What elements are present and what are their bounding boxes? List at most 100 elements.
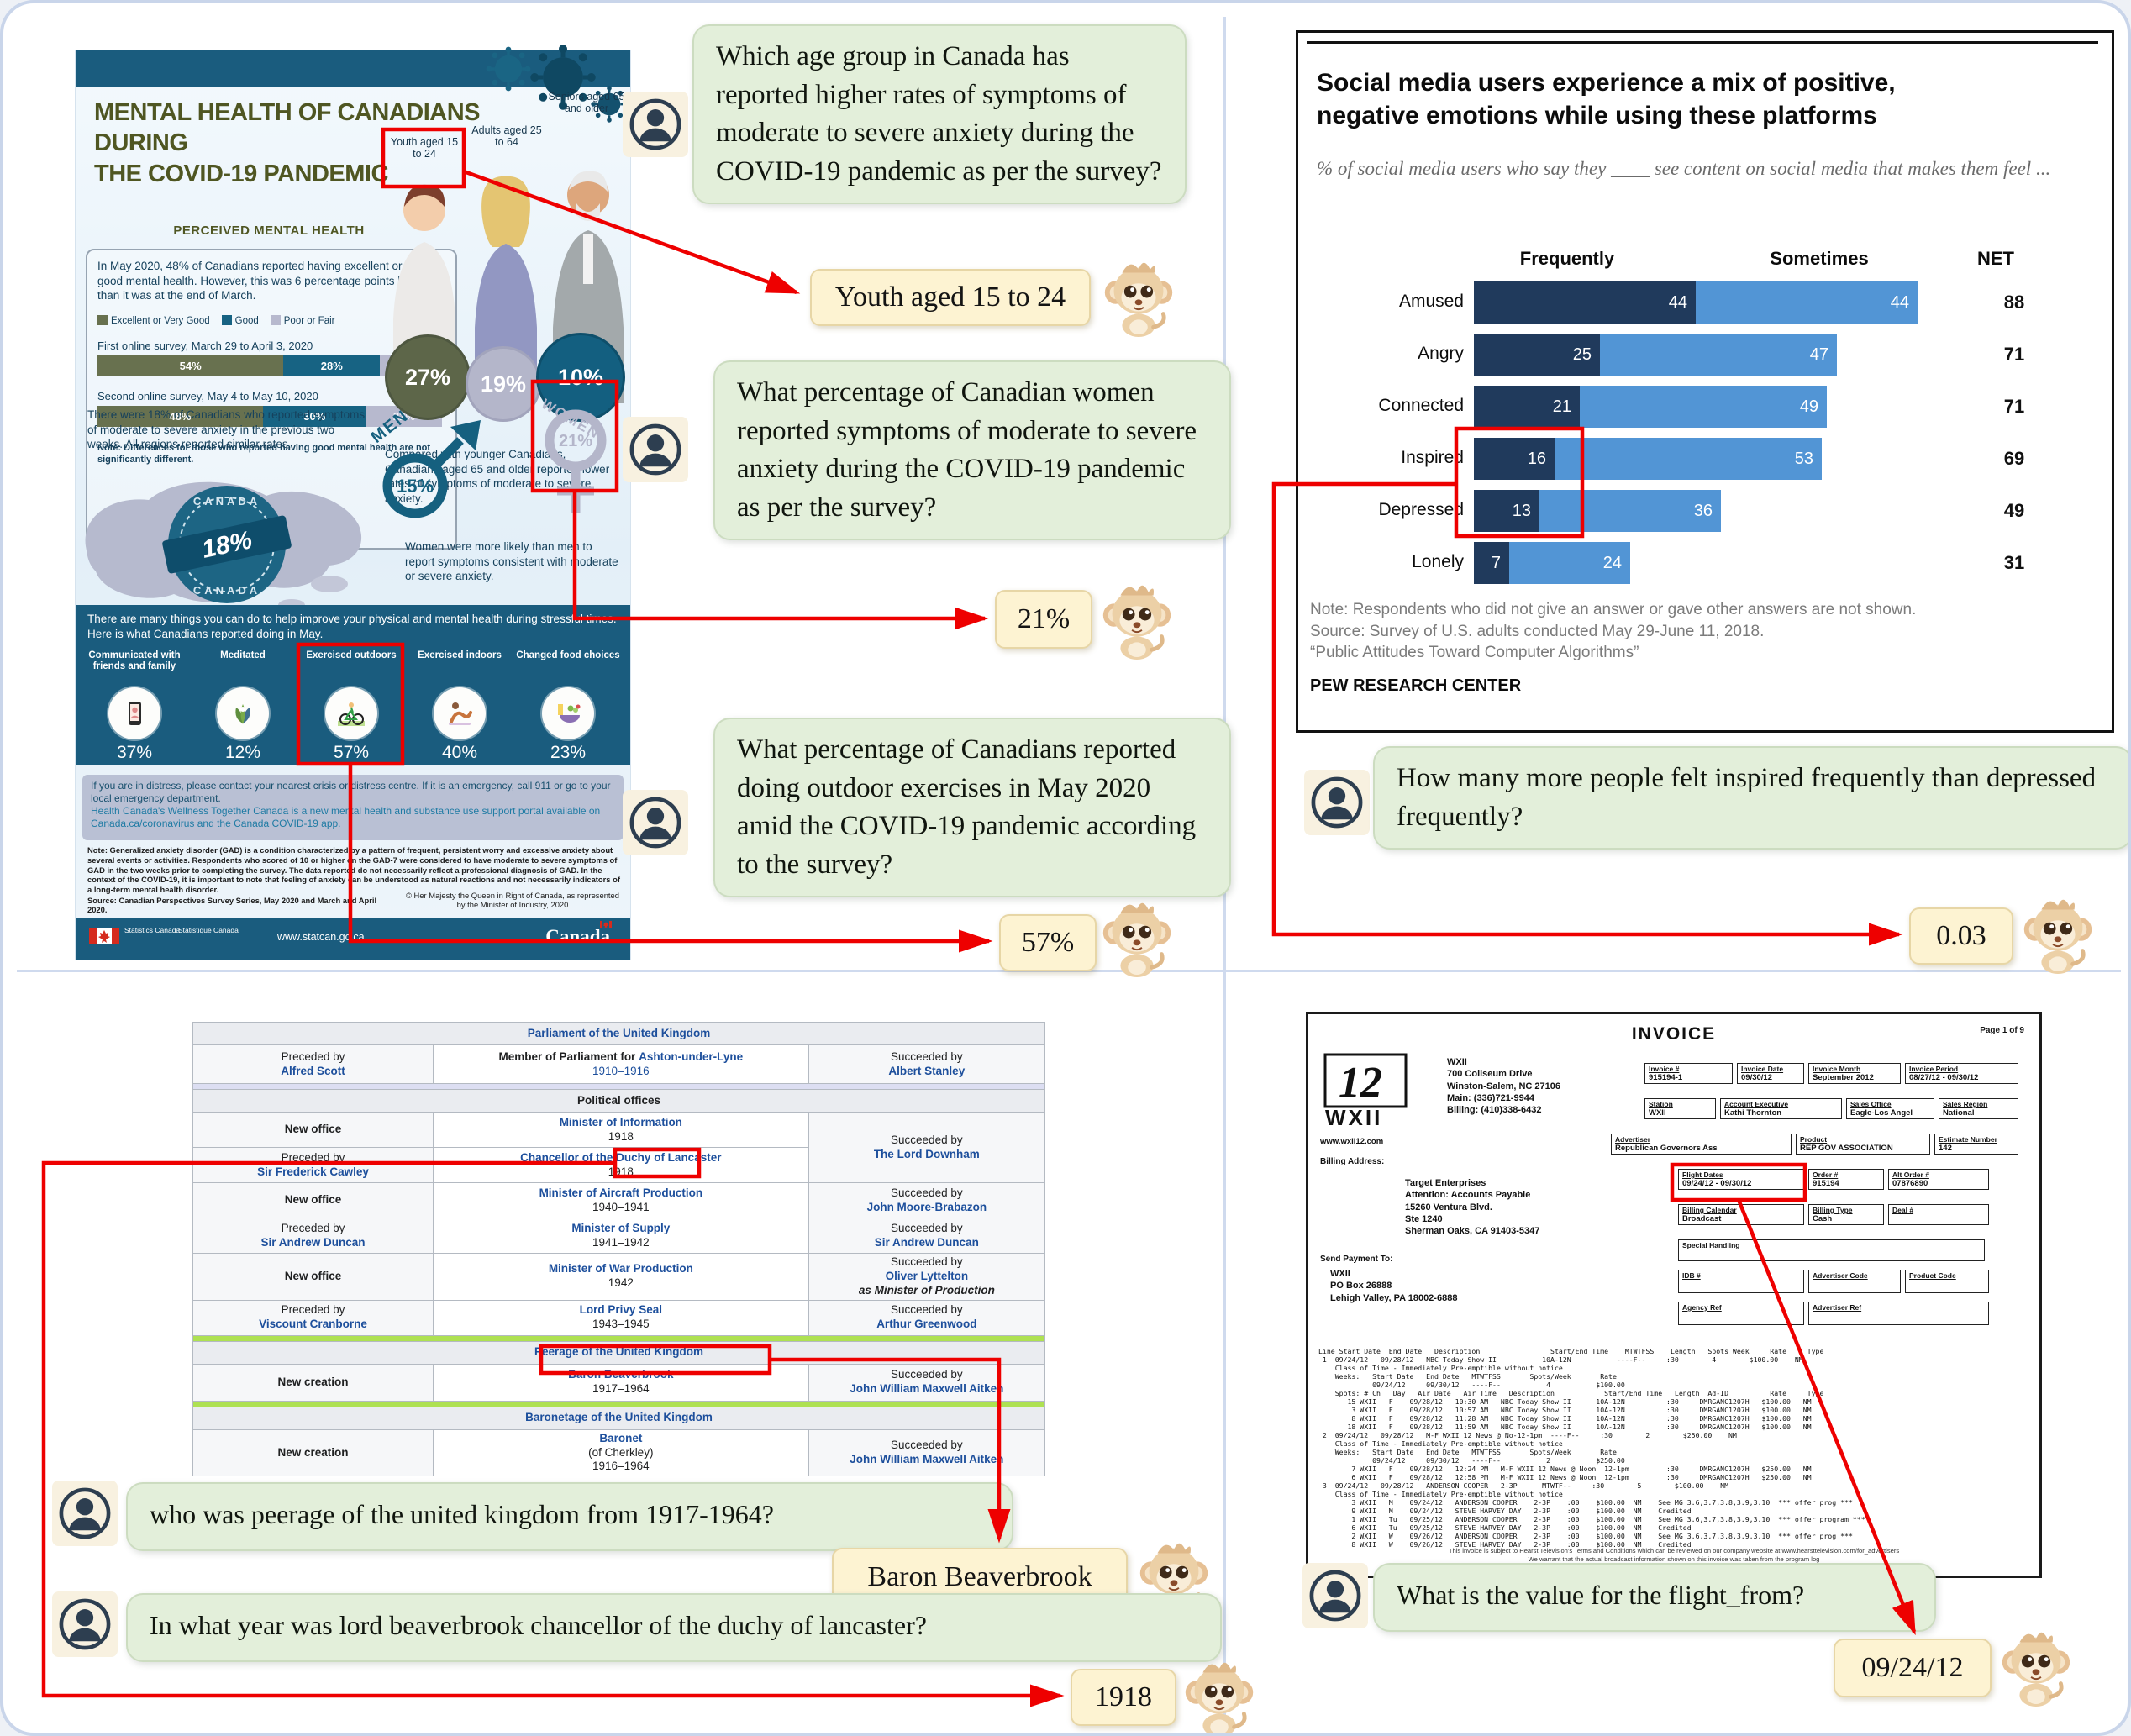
user-avatar [1302,1563,1368,1628]
billing-address-block: Target Enterprises Attention: Accounts P… [1405,1178,1540,1237]
link-arthur-greenwood[interactable]: Arthur Greenwood [876,1318,977,1331]
bar-sometimes: 53 [1555,438,1822,480]
green-separator [192,1400,1045,1407]
user-avatar [623,92,688,157]
copyright-note: © Her Majesty the Queen in Right of Cana… [406,891,619,909]
link-lord-privy-seal[interactable]: Lord Privy Seal [579,1303,662,1317]
answer-box: 1918 [1071,1669,1176,1726]
green-separator [192,1334,1045,1342]
stacked-bar: 25 47 [1474,334,1837,376]
legend-net: NET [1977,248,2014,269]
women-note-paragraph: Women were more likely than men to repor… [405,540,618,583]
wxii-invoice-document: INVOICE Page 1 of 9 12 WXII WXII 700 Col… [1306,1012,2042,1578]
answer-box: Youth aged 15 to 24 [810,269,1091,326]
link-albert-stanley[interactable]: Albert Stanley [888,1064,966,1077]
category-label: Amused [1398,292,1464,311]
legend-excellent: Excellent or Very Good [97,314,210,326]
bar-sometimes: 49 [1580,386,1827,428]
invoice-line: Weeks: Start Date End Date MTWTFSS Spots… [1318,1372,1617,1381]
link-sir-andrew-duncan[interactable]: Sir Andrew Duncan [874,1235,979,1249]
bicycle-icon [325,687,377,739]
source-line: Source: Survey of U.S. adults conducted … [1310,622,1765,640]
card-top-rule [1307,41,2098,44]
link-minister-aircraft-production[interactable]: Minister of Aircraft Production [539,1186,703,1199]
invoice-line: 7 WXII F 09/28/12 12:24 PM M-F WXII 12 N… [1318,1465,1812,1473]
pew-bar-row: Amused 44 44 88 [1317,281,2090,324]
women-symbol: WOMEN 21% [539,396,607,513]
link-mp-years[interactable]: 1910–1916 [592,1064,650,1077]
link-sir-andrew-duncan[interactable]: Sir Andrew Duncan [260,1235,366,1249]
bar-frequently: 21 [1474,386,1580,428]
link-minister-war-production[interactable]: Minister of War Production [548,1262,693,1276]
link-sir-frederick-cawley[interactable]: Sir Frederick Cawley [257,1165,369,1178]
header-baronetage[interactable]: Baronetage of the United Kingdom [192,1406,1045,1430]
pew-bar-row: Inspired 16 53 69 [1317,438,2090,480]
link-john-william-maxwell-aitken[interactable]: John William Maxwell Aitken [850,1452,1004,1465]
age-label-seniors: Seniors aged 65 and older [548,91,625,115]
header-parliament[interactable]: Parliament of the United Kingdom [192,1022,1045,1045]
invoice-line: Spots: # Ch Day Air Date Air Time Descri… [1318,1389,1824,1397]
pew-bar-row: Lonely 7 24 31 [1317,542,2090,584]
invoice-line: 9 WXII M 09/24/12 STEVE HARVEY DAY 2-3P … [1318,1507,1692,1515]
link-viscount-cranborne[interactable]: Viscount Cranborne [259,1318,367,1331]
new-office-cell: New office [192,1253,434,1301]
survey-legend: Excellent or Very Good Good Poor or Fair [97,314,445,326]
invoice-line: 2 WXII W 09/26/12 ANDERSON COOPER 2-3P :… [1318,1532,1853,1540]
link-minister-of-supply[interactable]: Minister of Supply [571,1221,671,1234]
preceded-by-cell: Preceded by Alfred Scott [192,1044,434,1084]
station-website[interactable]: www.wxii12.com [1320,1137,1384,1146]
link-baronet[interactable]: Baronet [599,1431,643,1444]
send-payment-block: WXII PO Box 26888 Lehigh Valley, PA 1800… [1330,1269,1458,1303]
link-alfred-scott[interactable]: Alfred Scott [281,1064,345,1077]
statcan-url[interactable]: www.statcan.gc.ca [277,931,365,943]
chart-subtitle: % of social media users who say they ___… [1317,158,2051,179]
link-oliver-lyttelton[interactable]: Oliver Lyttelton [885,1269,969,1282]
activity-exercised-indoors: Exercised indoors 40% [418,650,502,762]
bar-segment-good: 28% [283,355,381,376]
invoice-line-items: Line Start Date End Date Description Sta… [1318,1347,2029,1549]
header-political-offices: Political offices [192,1089,1045,1113]
phone-icon [108,687,160,739]
survey-note: Note: Differences for those who reported… [97,442,431,465]
invoice-line: 09/24/12 09/30/12 ----F-- 4 $100.00 [1318,1381,1625,1389]
link-baron-beaverbrook[interactable]: Baron Beaverbrook [568,1368,674,1381]
net-value: 71 [2003,344,2025,365]
invoice-fineprint: This invoice is subject to Hearst Televi… [1448,1547,1900,1564]
link-minister-of-information[interactable]: Minister of Information [559,1115,682,1128]
category-label: Depressed [1378,500,1464,519]
bar-sometimes: 36 [1539,490,1721,532]
monkey-mascot [1178,1652,1260,1736]
invoice-line: 3 WXII M 09/24/12 ANDERSON COOPER 2-3P :… [1318,1498,1853,1507]
billing-address-label: Billing Address: [1320,1157,1385,1166]
link-john-william-maxwell-aitken[interactable]: John William Maxwell Aitken [850,1382,1004,1396]
invoice-line: 6 WXII Tu 09/25/12 STEVE HARVEY DAY 2-3P… [1318,1523,1692,1532]
category-label: Lonely [1412,552,1464,571]
invoice-page-number: Page 1 of 9 [1980,1026,2024,1035]
link-lord-downham[interactable]: The Lord Downham [873,1147,980,1160]
pew-bar-rows: Amused 44 44 88 Angry 25 47 71 [1317,281,2090,594]
link-chancellor-duchy-lancaster[interactable]: Chancellor of the Duchy of Lancaster [520,1150,722,1164]
link-ashton-under-lyne[interactable]: Ashton-under-Lyne [639,1049,744,1063]
circle-youth-27: 27% [385,334,471,420]
question-bubble: who was peerage of the united kingdom fr… [126,1482,1013,1551]
bar-frequently: 7 [1474,542,1509,584]
stamp-country-bottom: CANADA [193,584,260,597]
invoice-line: Line Start Date End Date Description Sta… [1318,1347,1824,1355]
header-peerage[interactable]: Peerage of the United Kingdom [192,1340,1045,1365]
link-john-moore-brabazon[interactable]: John Moore-Brabazon [866,1200,987,1213]
mp-office-cell: Member of Parliament for Ashton-under-Ly… [433,1044,809,1084]
crisis-line2[interactable]: Health Canada's Wellness Together Canada… [91,805,601,829]
office-cell: Minister of Supply 1941–1942 [433,1218,809,1254]
user-avatar [52,1591,118,1657]
intro-paragraph: In May 2020, 48% of Canadians reported h… [97,260,427,302]
statcan-en: Statistics Canada [124,926,181,934]
stacked-bar: 44 44 [1474,281,1918,324]
monkey-mascot [1097,252,1180,339]
canada-map: CANADA CANADA 18% [85,481,362,611]
bar-frequently: 25 [1474,334,1600,376]
anxiety-18-paragraph: There were 18% of Canadians who reported… [87,408,366,451]
legend-swatch-olive [97,314,108,325]
succeeded-by-cell: Succeeded by John William Maxwell Aitken [808,1363,1046,1402]
pew-bar-row: Angry 25 47 71 [1317,334,2090,376]
